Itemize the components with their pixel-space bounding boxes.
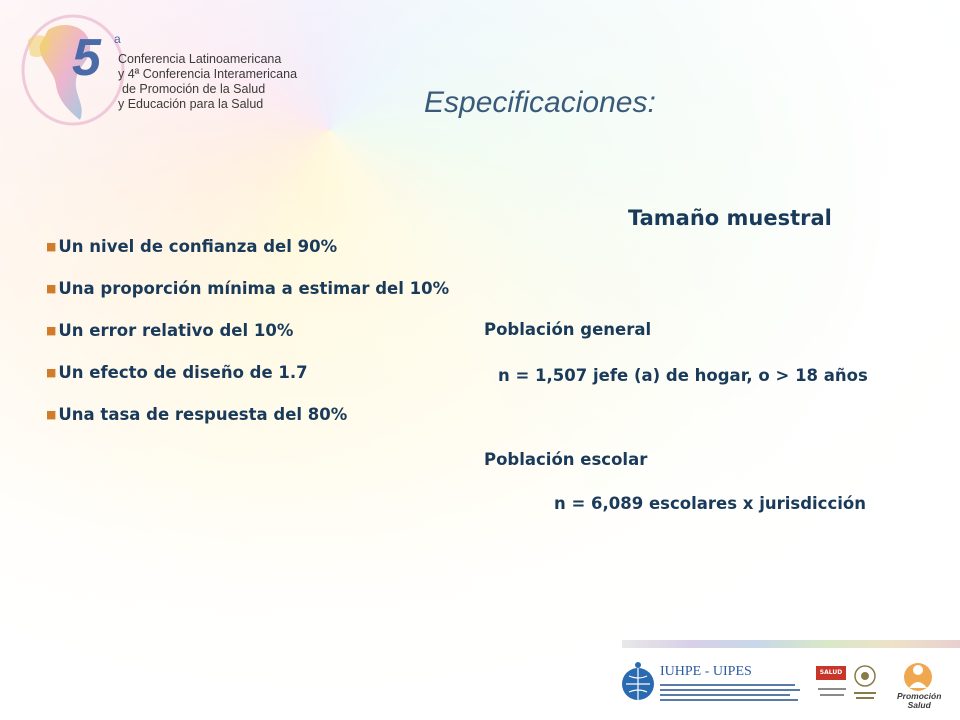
bullet-marker-icon: ■ [46, 366, 57, 379]
page-title: Especificaciones: [424, 86, 656, 119]
specs-list: ■ Un nivel de confianza del 90% ■ Una prop… [46, 236, 466, 446]
promocion-salud-text: Promoción Salud [897, 692, 941, 710]
conference-line: de Promoción de la Salud [122, 82, 266, 96]
conference-line: Conferencia Latinoamericana [118, 52, 282, 66]
conference-logo-sup: a [114, 32, 121, 46]
salud-badge: SALUD [816, 666, 846, 680]
mexico-seal-icon [854, 665, 876, 699]
sample-size-title: Tamaño muestral [628, 206, 832, 230]
bullet-marker-icon: ■ [46, 282, 57, 295]
school-population-formula: n = 6,089 escolares x jurisdicción [554, 494, 866, 513]
list-item-text: Un nivel de confianza del 90% [58, 237, 338, 256]
list-item-text: Una proporción mínima a estimar del 10% [58, 279, 450, 298]
conference-name: Conferencia Latinoamericana y 4ª Confere… [118, 52, 297, 112]
general-population-formula: n = 1,507 jefe (a) de hogar, o > 18 años [498, 366, 868, 385]
iuhpe-globe-icon [622, 662, 654, 700]
list-item: ■ Una proporción mínima a estimar del 10% [46, 278, 466, 299]
conference-line: y 4ª Conferencia Interamericana [118, 67, 298, 81]
list-item: ■ Un error relativo del 10% [46, 320, 466, 341]
bullet-marker-icon: ■ [46, 408, 57, 421]
promocion-line: Salud [907, 700, 931, 710]
iuhpe-logo-text: IUHPE - UIPES [660, 664, 752, 679]
list-item: ■ Un efecto de diseño de 1.7 [46, 362, 466, 383]
list-item: ■ Una tasa de respuesta del 80% [46, 404, 466, 425]
list-item: ■ Un nivel de confianza del 90% [46, 236, 466, 257]
bullet-marker-icon: ■ [46, 240, 57, 253]
footer-divider [622, 640, 960, 648]
general-population-label: Población general [484, 320, 652, 339]
promocion-line: Promoción [897, 691, 942, 701]
promocion-salud-logo-icon [904, 663, 932, 691]
list-item-text: Una tasa de respuesta del 80% [58, 405, 348, 424]
list-item-text: Un error relativo del 10% [58, 321, 294, 340]
conference-logo [21, 14, 125, 126]
conference-logo-number: 5 [72, 29, 101, 87]
list-item-text: Un efecto de diseño de 1.7 [58, 363, 308, 382]
conference-line: y Educación para la Salud [118, 97, 264, 111]
iuhpe-fine-print [660, 684, 800, 701]
secretaria-fine-print [818, 688, 846, 696]
school-population-label: Población escolar [484, 450, 648, 469]
bullet-marker-icon: ■ [46, 324, 57, 337]
